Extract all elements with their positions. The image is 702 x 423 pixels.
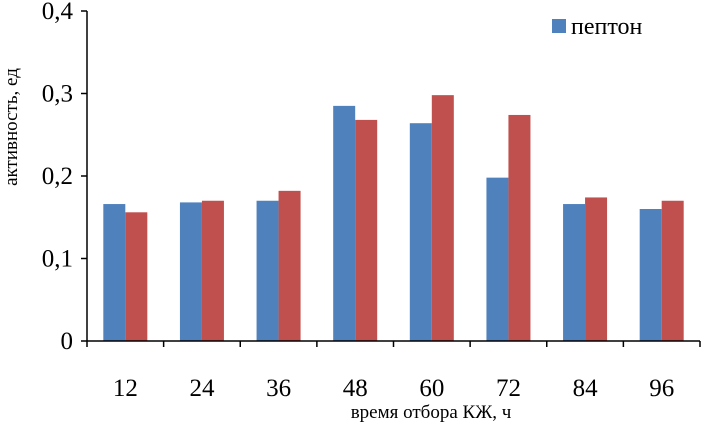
x-tick-label: 84 (573, 375, 599, 402)
legend-label: пептон (571, 14, 643, 40)
y-tick-label: 0,1 (42, 246, 73, 273)
bar-series2-48 (355, 119, 378, 342)
bars (103, 95, 684, 342)
x-tick-label: 72 (496, 375, 521, 402)
x-axis-ticks: 12 24 36 48 60 72 84 96 (86, 341, 701, 402)
y-tick-label: 0 (61, 328, 74, 355)
x-tick-label: 24 (189, 375, 215, 402)
x-tick-label: 36 (266, 375, 291, 402)
bar-series1-96 (639, 209, 662, 341)
y-tick-label: 0,2 (42, 163, 73, 190)
legend-swatch (552, 19, 566, 33)
bar-series1-60 (409, 123, 432, 341)
bar-series1-36 (256, 200, 279, 341)
x-tick-label: 96 (649, 375, 674, 402)
bar-series2-72 (508, 114, 531, 341)
y-axis-ticks: 0 0,1 0,2 0,3 0,4 (42, 0, 87, 355)
bar-series2-96 (661, 200, 684, 341)
bar-series1-48 (333, 105, 356, 341)
x-tick-label: 60 (419, 375, 444, 402)
bar-series2-36 (278, 190, 301, 341)
bar-series2-12 (125, 212, 148, 341)
x-axis-title: время отбора КЖ, ч (351, 402, 512, 423)
bar-series1-72 (486, 177, 509, 341)
bar-series2-24 (201, 200, 224, 341)
bar-series1-84 (563, 204, 586, 341)
bar-series1-24 (179, 202, 202, 341)
y-tick-label: 0,3 (42, 81, 73, 108)
x-tick-label: 48 (343, 375, 368, 402)
y-axis-title: активность, ед (1, 68, 22, 186)
bar-series2-84 (585, 197, 608, 341)
y-tick-label: 0,4 (42, 0, 74, 25)
bar-series2-60 (431, 95, 454, 342)
bar-series1-12 (103, 204, 126, 341)
x-tick-label: 12 (113, 375, 138, 402)
legend: пептон (552, 14, 643, 40)
